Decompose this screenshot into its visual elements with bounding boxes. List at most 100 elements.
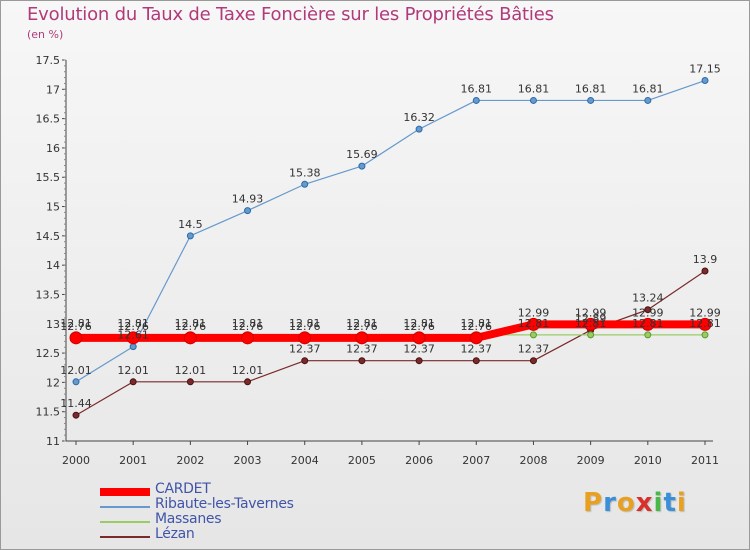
y-tick-label: 13.5 — [36, 288, 61, 301]
data-point — [126, 331, 140, 345]
data-label: 14.93 — [232, 193, 264, 206]
data-point — [129, 343, 137, 351]
data-label: 12.76 — [289, 320, 321, 333]
data-point — [301, 357, 309, 365]
data-point — [415, 357, 423, 365]
logo-letter: i — [676, 488, 687, 518]
data-label: 12.37 — [461, 343, 493, 356]
data-label: 14.5 — [178, 218, 203, 231]
x-tick-label: 2003 — [234, 454, 262, 467]
data-point — [644, 306, 652, 314]
data-label: 12.81 — [632, 317, 664, 330]
data-label: 12.76 — [175, 320, 207, 333]
data-label: 12.81 — [518, 317, 550, 330]
data-label: 15.38 — [289, 166, 321, 179]
data-label: 12.81 — [232, 317, 264, 330]
x-tick-label: 2007 — [462, 454, 490, 467]
chart-title: Evolution du Taux de Taxe Foncière sur l… — [27, 4, 554, 25]
data-point — [355, 331, 369, 345]
y-tick-label: 16 — [46, 142, 60, 155]
data-point — [69, 331, 83, 345]
data-point — [701, 331, 709, 339]
x-tick-label: 2005 — [348, 454, 376, 467]
legend-swatch — [100, 536, 150, 538]
data-point — [526, 317, 540, 331]
legend-item: Massanes — [100, 511, 360, 530]
y-tick-label: 14.5 — [36, 230, 61, 243]
data-label: 12.81 — [346, 317, 378, 330]
logo-letter: i — [653, 488, 664, 518]
data-label: 13.9 — [693, 253, 718, 266]
data-label: 12.76 — [117, 320, 149, 333]
data-label: 12.81 — [575, 317, 607, 330]
data-point — [415, 125, 423, 133]
data-label: 15.69 — [346, 148, 378, 161]
data-label: 16.81 — [632, 82, 664, 95]
data-point — [72, 411, 80, 419]
data-label: 13.24 — [632, 292, 664, 305]
data-label: 12.81 — [117, 317, 149, 330]
data-point — [701, 267, 709, 275]
data-point — [587, 331, 595, 339]
series-line-Ribaute-les-Tavernes — [75, 79, 706, 383]
legend-item: Ribaute-les-Tavernes — [100, 496, 360, 515]
legend-label: Ribaute-les-Tavernes — [155, 496, 294, 512]
series-line-Lézan — [75, 270, 706, 416]
x-tick-label: 2002 — [176, 454, 204, 467]
y-tick-label: 15 — [46, 201, 60, 214]
y-tick-label: 12 — [46, 376, 60, 389]
data-point — [241, 331, 255, 345]
data-label: 12.76 — [232, 320, 264, 333]
data-point — [584, 317, 598, 331]
data-point — [183, 331, 197, 345]
data-point — [587, 96, 595, 104]
legend-swatch — [100, 488, 150, 496]
data-label: 12.01 — [175, 364, 207, 377]
data-label: 12.81 — [403, 317, 435, 330]
logo-letter: o — [616, 488, 636, 518]
data-point — [129, 378, 137, 386]
data-label: 17.15 — [689, 63, 721, 76]
x-tick-label: 2004 — [291, 454, 319, 467]
data-point — [186, 378, 194, 386]
data-label: 12.01 — [117, 364, 149, 377]
data-label: 12.76 — [461, 320, 493, 333]
x-tick-label: 2011 — [691, 454, 719, 467]
data-label: 12.76 — [60, 320, 92, 333]
data-label: 12.81 — [461, 317, 493, 330]
data-label: 16.32 — [403, 111, 435, 124]
data-point — [641, 317, 655, 331]
data-label: 12.37 — [403, 343, 435, 356]
data-label: 12.37 — [518, 343, 550, 356]
x-tick-label: 2010 — [634, 454, 662, 467]
series-line-CARDET — [76, 320, 705, 342]
data-point — [529, 331, 537, 339]
legend-item: CARDET — [100, 481, 360, 500]
legend-item: Lézan — [100, 526, 360, 545]
y-axis-unit: (en %) — [27, 28, 64, 41]
legend-label: Massanes — [155, 511, 222, 527]
data-label: 16.81 — [518, 82, 550, 95]
data-label: 12.76 — [346, 320, 378, 333]
data-point — [472, 357, 480, 365]
data-label: 12.01 — [60, 364, 92, 377]
data-point — [698, 317, 712, 331]
data-label: 12.01 — [232, 364, 264, 377]
data-label: 12.81 — [60, 317, 92, 330]
legend-label: Lézan — [155, 526, 195, 542]
x-tick-label: 2009 — [577, 454, 605, 467]
data-label: 12.99 — [632, 306, 664, 319]
data-point — [644, 331, 652, 339]
y-tick-label: 11.5 — [36, 406, 61, 419]
proxiti-logo: Proxiti — [583, 488, 687, 518]
data-label: 12.81 — [289, 317, 321, 330]
data-label: 16.81 — [461, 82, 493, 95]
data-label: 12.99 — [518, 306, 550, 319]
legend-swatch — [100, 521, 150, 523]
x-tick-label: 2006 — [405, 454, 433, 467]
data-label: 12.37 — [289, 343, 321, 356]
logo-letter: r — [603, 488, 617, 518]
data-point — [529, 357, 537, 365]
y-tick-label: 13 — [46, 318, 60, 331]
